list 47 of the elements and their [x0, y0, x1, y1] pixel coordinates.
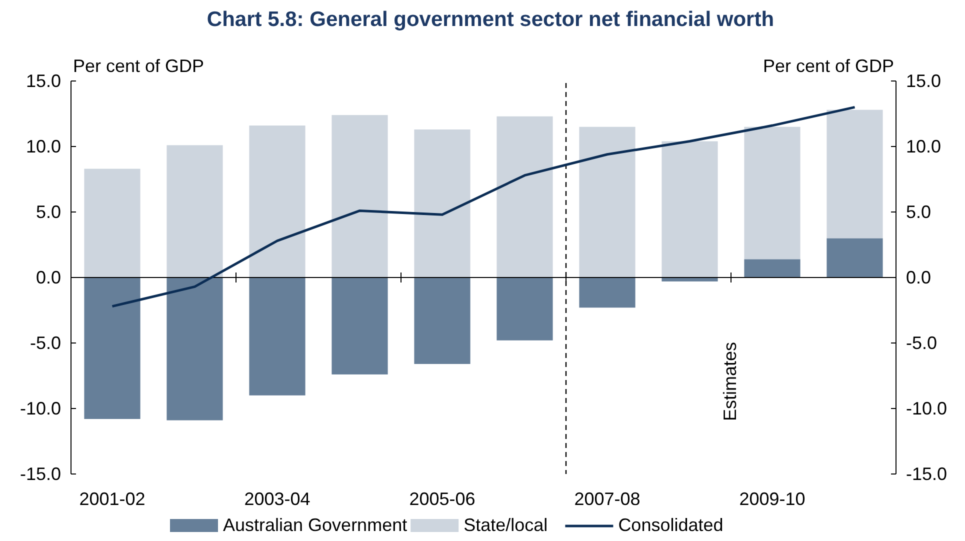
bar — [496, 116, 553, 278]
bar — [249, 278, 306, 396]
bar — [496, 278, 553, 340]
x-tick-label: 2005-06 — [409, 489, 476, 509]
bar — [84, 168, 140, 278]
y-axis-title: Per cent of GDP — [73, 56, 204, 76]
y2-tick-label: -10.0 — [906, 398, 948, 418]
bar — [166, 278, 223, 420]
bar — [662, 278, 718, 282]
y2-tick-label: 15.0 — [906, 71, 942, 91]
bar — [579, 278, 636, 308]
y2-tick-label: -5.0 — [906, 333, 938, 353]
chart-title: Chart 5.8: General government sector net financial worth — [206, 8, 774, 31]
y2-tick-label: 0.0 — [906, 268, 932, 288]
legend-label: State/local — [464, 515, 548, 535]
y-tick-label: -5.0 — [30, 333, 61, 353]
bar — [826, 238, 883, 278]
bar — [414, 129, 470, 278]
bar — [332, 115, 388, 278]
y2-tick-label: -15.0 — [906, 464, 948, 484]
bar — [414, 278, 470, 364]
bar — [84, 278, 140, 419]
x-tick-label: 2007-08 — [574, 489, 640, 509]
bar — [249, 126, 306, 278]
bar — [662, 141, 718, 278]
bar — [826, 110, 883, 238]
bar — [332, 278, 388, 374]
y-tick-label: 10.0 — [26, 136, 61, 156]
y2-tick-label: 5.0 — [906, 202, 932, 222]
y-tick-label: 15.0 — [26, 71, 61, 91]
x-tick-label: 2003-04 — [244, 489, 310, 509]
x-tick-label: 2009-10 — [739, 489, 806, 509]
bar — [744, 126, 800, 260]
y-tick-label: 5.0 — [36, 202, 61, 222]
y-tick-label: -15.0 — [20, 464, 61, 484]
legend-label: Australian Government — [223, 515, 408, 535]
x-tick-label: 2001-02 — [79, 489, 146, 509]
legend-label: Consolidated — [618, 515, 724, 535]
y-tick-label: 0.0 — [36, 268, 61, 288]
y-tick-label: -10.0 — [20, 398, 61, 418]
annotation: Estimates — [720, 342, 740, 421]
line-series — [111, 106, 856, 308]
bar — [166, 145, 223, 278]
bar — [579, 126, 636, 278]
y2-axis-title: Per cent of GDP — [762, 56, 894, 76]
bar — [744, 259, 800, 278]
y2-tick-label: 10.0 — [906, 136, 942, 156]
